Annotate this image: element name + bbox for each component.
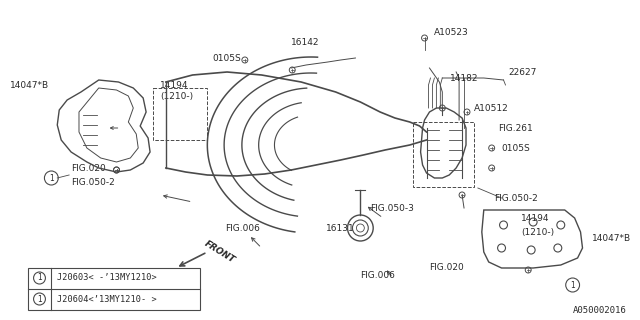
Text: FIG.050-2: FIG.050-2 <box>493 194 538 203</box>
Text: 14182: 14182 <box>450 74 479 83</box>
Text: 1: 1 <box>37 294 42 303</box>
Text: 0105S: 0105S <box>212 53 241 62</box>
Text: 14194: 14194 <box>522 213 550 222</box>
Text: (1210-): (1210-) <box>522 228 554 236</box>
Text: FIG.050-2: FIG.050-2 <box>71 178 115 187</box>
Text: FIG.006: FIG.006 <box>225 223 260 233</box>
Text: 14047*B: 14047*B <box>10 81 49 90</box>
Text: A050002016: A050002016 <box>573 306 627 315</box>
Text: FIG.020: FIG.020 <box>71 164 106 172</box>
Text: FIG.006: FIG.006 <box>360 270 396 279</box>
Text: FIG.020: FIG.020 <box>429 263 464 273</box>
Text: (1210-): (1210-) <box>160 92 193 100</box>
Text: A10512: A10512 <box>474 103 509 113</box>
Text: FIG.261: FIG.261 <box>499 124 533 132</box>
Text: 14194: 14194 <box>160 81 188 90</box>
Text: 0105S: 0105S <box>502 143 531 153</box>
Text: A10523: A10523 <box>435 28 469 36</box>
Text: 16142: 16142 <box>291 37 320 46</box>
Text: FIG.050-3: FIG.050-3 <box>370 204 414 212</box>
Text: FRONT: FRONT <box>202 239 236 265</box>
Text: J20603< -’13MY1210>: J20603< -’13MY1210> <box>57 274 157 283</box>
Text: 1: 1 <box>570 281 575 290</box>
Text: 22627: 22627 <box>508 68 537 76</box>
Text: 1: 1 <box>37 274 42 283</box>
Text: 14047*B: 14047*B <box>593 234 632 243</box>
Text: 1: 1 <box>49 173 54 182</box>
Text: 16131: 16131 <box>326 223 355 233</box>
Text: J20604<’13MY1210- >: J20604<’13MY1210- > <box>57 294 157 303</box>
